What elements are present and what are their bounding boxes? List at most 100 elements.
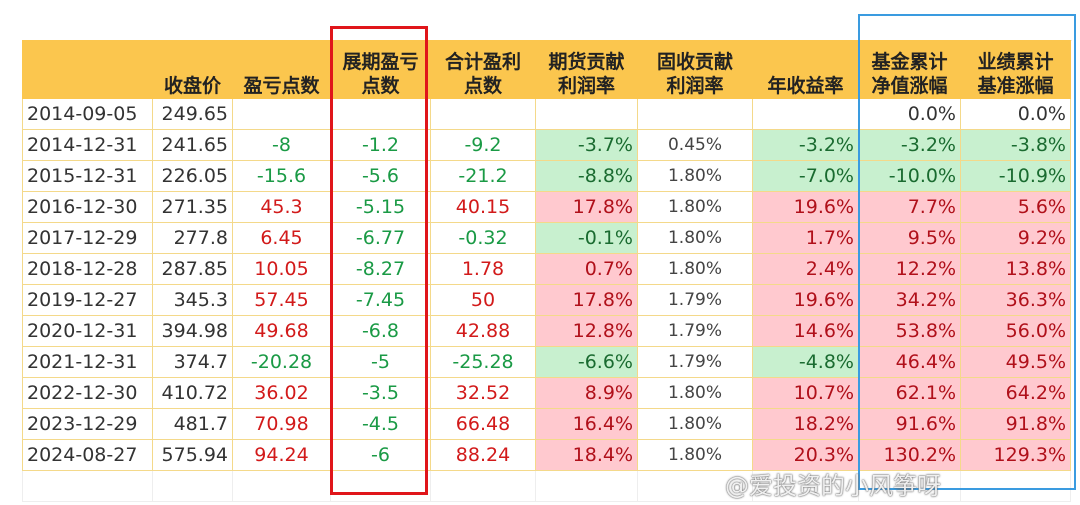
table-cell[interactable]: 45.3 — [232, 191, 331, 223]
table-cell[interactable]: 1.80% — [637, 408, 753, 440]
table-cell[interactable]: 241.65 — [152, 129, 233, 161]
table-cell[interactable]: 2021-12-31 — [22, 346, 153, 378]
table-cell[interactable] — [535, 470, 638, 502]
table-cell[interactable]: 1.7% — [752, 222, 859, 254]
table-cell[interactable]: 56.0% — [960, 315, 1071, 347]
column-header[interactable]: 业绩累计 基准涨幅 — [960, 40, 1071, 99]
table-cell[interactable] — [22, 470, 153, 502]
table-cell[interactable]: -8 — [232, 129, 331, 161]
table-cell[interactable]: 8.9% — [535, 377, 638, 409]
table-cell[interactable]: 49.5% — [960, 346, 1071, 378]
table-cell[interactable]: 1.80% — [637, 439, 753, 471]
table-cell[interactable]: 19.6% — [752, 284, 859, 316]
table-cell[interactable]: -7.0% — [752, 160, 859, 192]
table-cell[interactable] — [752, 98, 859, 130]
table-cell[interactable] — [152, 470, 233, 502]
table-cell[interactable]: -0.1% — [535, 222, 638, 254]
table-cell[interactable]: 0.45% — [637, 129, 753, 161]
table-cell[interactable]: 575.94 — [152, 439, 233, 471]
table-cell[interactable]: -8.8% — [535, 160, 638, 192]
table-cell[interactable]: -3.8% — [960, 129, 1071, 161]
table-cell[interactable]: -6.6% — [535, 346, 638, 378]
table-cell[interactable]: 7.7% — [858, 191, 961, 223]
table-cell[interactable] — [535, 98, 638, 130]
table-cell[interactable] — [430, 98, 536, 130]
table-cell[interactable]: -0.32 — [430, 222, 536, 254]
table-cell[interactable]: 394.98 — [152, 315, 233, 347]
table-cell[interactable]: 2014-09-05 — [22, 98, 153, 130]
table-cell[interactable]: 287.85 — [152, 253, 233, 285]
table-cell[interactable]: 12.2% — [858, 253, 961, 285]
table-cell[interactable]: 2023-12-29 — [22, 408, 153, 440]
table-cell[interactable]: 129.3% — [960, 439, 1071, 471]
table-cell[interactable]: 5.6% — [960, 191, 1071, 223]
table-cell[interactable] — [858, 470, 961, 502]
column-header[interactable]: 年收益率 — [752, 40, 859, 99]
column-header[interactable] — [22, 40, 153, 99]
table-cell[interactable]: 16.4% — [535, 408, 638, 440]
table-cell[interactable]: 62.1% — [858, 377, 961, 409]
table-cell[interactable] — [232, 470, 331, 502]
table-cell[interactable]: 10.05 — [232, 253, 331, 285]
table-cell[interactable] — [330, 470, 431, 502]
table-cell[interactable]: 70.98 — [232, 408, 331, 440]
table-cell[interactable]: 2.4% — [752, 253, 859, 285]
column-header[interactable]: 固收贡献 利润率 — [637, 40, 753, 99]
table-cell[interactable]: 2024-08-27 — [22, 439, 153, 471]
table-cell[interactable]: 226.05 — [152, 160, 233, 192]
table-cell[interactable]: -5 — [330, 346, 431, 378]
table-cell[interactable] — [232, 98, 331, 130]
table-cell[interactable]: -15.6 — [232, 160, 331, 192]
table-cell[interactable]: -1.2 — [330, 129, 431, 161]
table-cell[interactable]: -9.2 — [430, 129, 536, 161]
table-cell[interactable]: 46.4% — [858, 346, 961, 378]
table-cell[interactable]: 18.4% — [535, 439, 638, 471]
table-cell[interactable]: 1.80% — [637, 222, 753, 254]
table-cell[interactable]: 12.8% — [535, 315, 638, 347]
table-cell[interactable] — [637, 470, 753, 502]
column-header[interactable]: 收盘价 — [152, 40, 233, 99]
table-cell[interactable] — [960, 470, 1071, 502]
table-cell[interactable]: 57.45 — [232, 284, 331, 316]
table-cell[interactable]: 66.48 — [430, 408, 536, 440]
table-cell[interactable]: -4.8% — [752, 346, 859, 378]
table-cell[interactable]: 32.52 — [430, 377, 536, 409]
table-cell[interactable]: -25.28 — [430, 346, 536, 378]
table-cell[interactable]: 2020-12-31 — [22, 315, 153, 347]
table-cell[interactable]: 2014-12-31 — [22, 129, 153, 161]
table-cell[interactable]: 9.2% — [960, 222, 1071, 254]
table-cell[interactable] — [430, 470, 536, 502]
table-cell[interactable]: 19.6% — [752, 191, 859, 223]
table-cell[interactable]: -3.7% — [535, 129, 638, 161]
column-header[interactable]: 盈亏点数 — [232, 40, 331, 99]
table-cell[interactable]: 130.2% — [858, 439, 961, 471]
table-cell[interactable]: 64.2% — [960, 377, 1071, 409]
table-cell[interactable]: 36.02 — [232, 377, 331, 409]
column-header[interactable]: 合计盈利 点数 — [430, 40, 536, 99]
column-header[interactable]: 期货贡献 利润率 — [535, 40, 638, 99]
table-cell[interactable]: -3.2% — [858, 129, 961, 161]
table-cell[interactable]: 345.3 — [152, 284, 233, 316]
table-cell[interactable]: 14.6% — [752, 315, 859, 347]
table-cell[interactable]: 1.78 — [430, 253, 536, 285]
table-cell[interactable]: 50 — [430, 284, 536, 316]
table-cell[interactable]: 53.8% — [858, 315, 961, 347]
table-cell[interactable] — [637, 98, 753, 130]
table-cell[interactable]: 1.79% — [637, 284, 753, 316]
table-cell[interactable]: 10.7% — [752, 377, 859, 409]
table-cell[interactable]: 20.3% — [752, 439, 859, 471]
table-cell[interactable]: -5.6 — [330, 160, 431, 192]
table-cell[interactable]: -21.2 — [430, 160, 536, 192]
table-cell[interactable] — [752, 470, 859, 502]
table-cell[interactable]: 2019-12-27 — [22, 284, 153, 316]
table-cell[interactable]: 40.15 — [430, 191, 536, 223]
table-cell[interactable]: 1.80% — [637, 191, 753, 223]
table-cell[interactable]: 13.8% — [960, 253, 1071, 285]
table-cell[interactable]: 94.24 — [232, 439, 331, 471]
table-cell[interactable]: -20.28 — [232, 346, 331, 378]
table-cell[interactable]: 6.45 — [232, 222, 331, 254]
table-cell[interactable]: 2017-12-29 — [22, 222, 153, 254]
table-cell[interactable]: 271.35 — [152, 191, 233, 223]
table-cell[interactable]: 374.7 — [152, 346, 233, 378]
column-header[interactable]: 基金累计 净值涨幅 — [858, 40, 961, 99]
